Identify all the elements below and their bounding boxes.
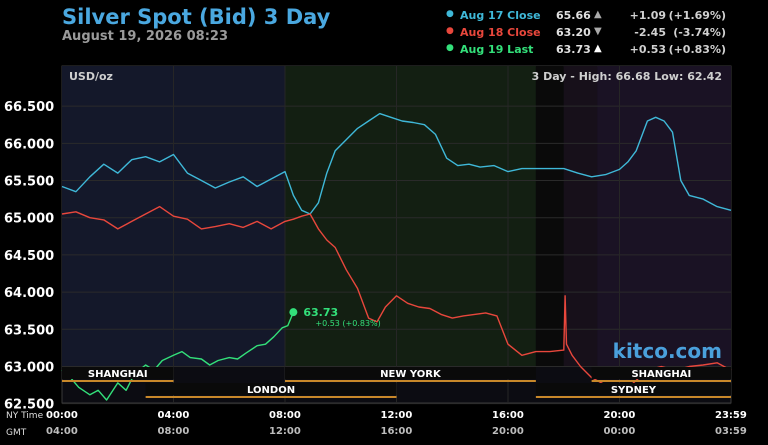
legend-name: Aug 18 Close (460, 26, 541, 39)
y-tick-label: 64.500 (4, 249, 54, 264)
gmt-tick-label: 20:00 (492, 426, 524, 437)
legend-row-aug18: ● Aug 18 Close 63.20 ▼ -2.45 (-3.74%) (446, 26, 734, 43)
legend-percent: (+1.69%) (668, 9, 726, 22)
legend-dot-icon: ● (446, 26, 454, 36)
range-label: 3 Day - High: 66.68 Low: 62.42 (532, 70, 722, 83)
y-tick-label: 65.000 (4, 212, 54, 227)
session-label: LONDON (247, 385, 295, 396)
gmt-tick-label: 12:00 (269, 426, 301, 437)
y-tick-label: 63.500 (4, 323, 54, 338)
ny-tick-label: 16:00 (492, 410, 524, 421)
legend: ● Aug 17 Close 65.66 ▲ +1.09 (+1.69%) ● … (446, 9, 734, 60)
ny-tick-label: 23:59 (715, 410, 747, 421)
unit-label: USD/oz (69, 70, 113, 83)
arrow-down-icon: ▼ (594, 26, 602, 37)
session-shading (535, 66, 564, 367)
legend-value: 63.73 (556, 43, 591, 56)
watermark: kitco.com (613, 339, 722, 363)
session-sydney (535, 383, 731, 395)
session-shanghai (591, 367, 731, 379)
legend-change: -2.45 (634, 26, 666, 39)
arrow-up-icon: ▲ (594, 43, 602, 54)
chart-timestamp: August 19, 2026 08:23 (62, 29, 228, 44)
series-line-1 (61, 112, 732, 215)
legend-name: Aug 19 Last (460, 43, 534, 56)
legend-value: 63.20 (556, 26, 591, 39)
legend-percent: (-3.74%) (673, 26, 726, 39)
legend-percent: (+0.83%) (668, 43, 726, 56)
session-shanghai (62, 367, 174, 379)
session-label: SHANGHAI (631, 369, 691, 380)
legend-name: Aug 17 Close (460, 9, 541, 22)
legend-value: 65.66 (556, 9, 591, 22)
series-line-3 (61, 311, 295, 401)
y-tick-label: 62.500 (4, 398, 54, 413)
y-tick-label: 64.000 (4, 286, 54, 301)
legend-change: +1.09 (629, 9, 666, 22)
gmt-tick-label: 16:00 (380, 426, 413, 437)
chart-title: Silver Spot (Bid) 3 Day (62, 5, 331, 29)
gmt-tick-label: 08:00 (157, 426, 190, 437)
legend-row-aug17: ● Aug 17 Close 65.66 ▲ +1.09 (+1.69%) (446, 9, 734, 26)
session-london (145, 383, 397, 395)
ny-tick-label: 04:00 (157, 410, 190, 421)
last-price-label: 63.73 (303, 306, 338, 319)
legend-dot-icon: ● (446, 43, 454, 53)
session-new-york (285, 367, 536, 379)
ny-tick-label: 20:00 (603, 410, 636, 421)
y-tick-label: 63.000 (4, 360, 54, 375)
y-tick-label: 66.000 (4, 137, 54, 152)
gmt-tick-label: 04:00 (46, 426, 78, 437)
y-tick-label: 66.500 (4, 100, 54, 115)
ny-tick-label: 08:00 (269, 410, 301, 421)
legend-change: +0.53 (629, 43, 666, 56)
legend-row-aug19: ● Aug 19 Last 63.73 ▲ +0.53 (+0.83%) (446, 43, 734, 60)
last-change-label: +0.53 (+0.83%) (315, 319, 380, 328)
gmt-label: GMT (6, 428, 27, 438)
ny-tick-label: 00:00 (46, 410, 78, 421)
session-label: SHANGHAI (88, 369, 148, 380)
last-price-dot (289, 308, 298, 317)
ny-time-label: NY Time (6, 411, 44, 421)
ny-tick-label: 12:00 (380, 410, 413, 421)
session-shading (563, 66, 598, 367)
session-shading (285, 66, 536, 367)
session-shading (597, 66, 731, 367)
legend-dot-icon: ● (446, 9, 454, 19)
session-label: NEW YORK (380, 369, 442, 380)
y-tick-label: 65.500 (4, 175, 54, 190)
arrow-up-icon: ▲ (594, 9, 602, 20)
gmt-tick-label: 00:00 (603, 426, 636, 437)
gmt-tick-label: 03:59 (715, 426, 747, 437)
session-label: SYDNEY (611, 385, 657, 396)
